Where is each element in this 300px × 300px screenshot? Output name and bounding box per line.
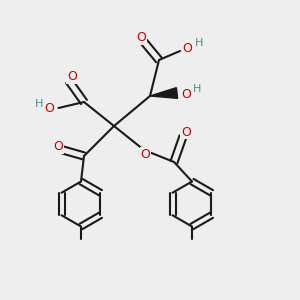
- Text: O: O: [181, 88, 191, 101]
- Text: O: O: [45, 101, 54, 115]
- Text: O: O: [67, 70, 77, 83]
- Text: O: O: [54, 140, 63, 154]
- Text: O: O: [141, 148, 150, 161]
- Text: O: O: [183, 41, 192, 55]
- Text: H: H: [195, 38, 203, 49]
- Text: H: H: [193, 84, 202, 94]
- Text: H: H: [35, 98, 43, 109]
- Text: O: O: [136, 31, 146, 44]
- Polygon shape: [150, 88, 178, 98]
- Text: O: O: [181, 125, 191, 139]
